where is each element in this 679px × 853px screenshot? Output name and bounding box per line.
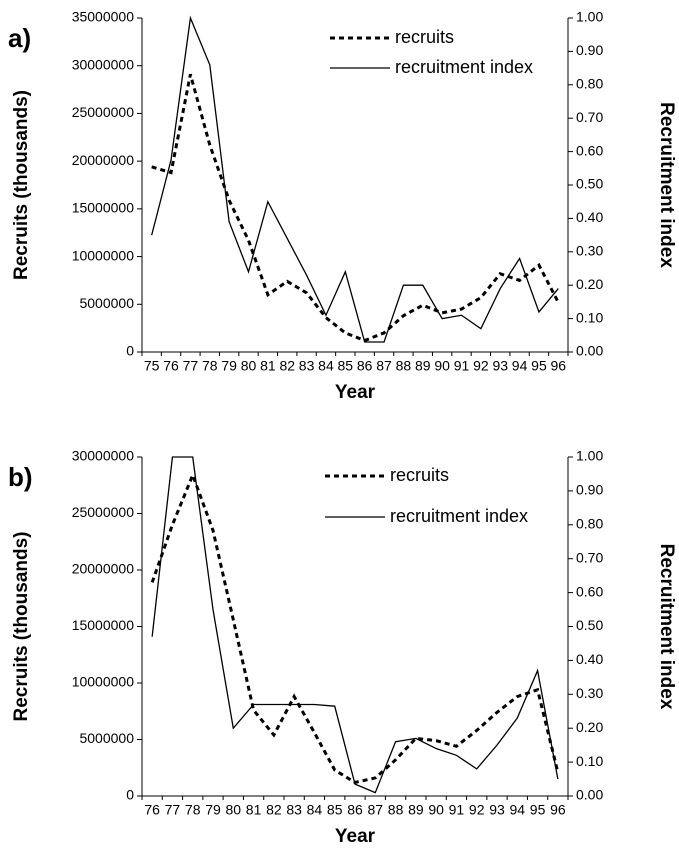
y2-tick-label: 0.80 — [576, 516, 603, 532]
x-axis-title: Year — [335, 382, 376, 403]
y2-tick-label: 0.20 — [576, 719, 603, 735]
x-tick-label: 75 — [144, 358, 160, 374]
x-tick-label: 91 — [449, 802, 465, 818]
y2-axis-title: Recruitment index — [656, 544, 677, 710]
series-line — [151, 15, 559, 343]
x-tick-label: 89 — [415, 358, 431, 374]
y-tick-label: 10000000 — [72, 674, 135, 690]
x-axis-title: Year — [335, 826, 376, 847]
x-tick-label: 76 — [163, 358, 179, 374]
y2-tick-label: 0.00 — [576, 343, 603, 359]
legend-label: recruitment index — [390, 506, 528, 526]
x-tick-label: 87 — [376, 358, 392, 374]
x-tick-label: 94 — [512, 358, 528, 374]
x-tick-label: 83 — [286, 802, 302, 818]
y2-tick-label: 0.30 — [576, 243, 603, 259]
y2-tick-label: 0.90 — [576, 482, 603, 498]
x-tick-label: 88 — [396, 358, 412, 374]
x-tick-label: 89 — [408, 802, 424, 818]
y-tick-label: 15000000 — [72, 617, 135, 633]
y2-tick-label: 0.50 — [576, 176, 603, 192]
x-tick-label: 86 — [347, 802, 363, 818]
y2-tick-label: 0.00 — [576, 787, 603, 803]
series-line — [151, 456, 559, 794]
x-tick-label: 83 — [299, 358, 315, 374]
y-tick-label: 5000000 — [79, 295, 134, 311]
panel-label: b) — [8, 462, 33, 492]
panel-label: a) — [8, 23, 31, 53]
y2-tick-label: 0.90 — [576, 42, 603, 58]
y2-tick-label: 1.00 — [576, 448, 603, 464]
x-tick-label: 81 — [260, 358, 276, 374]
x-tick-label: 93 — [492, 358, 508, 374]
y-tick-label: 0 — [126, 343, 134, 359]
x-tick-label: 95 — [530, 802, 546, 818]
x-tick-label: 88 — [388, 802, 404, 818]
y2-tick-label: 0.20 — [576, 276, 603, 292]
y-tick-label: 5000000 — [79, 730, 134, 746]
y2-tick-label: 0.10 — [576, 309, 603, 325]
x-tick-label: 84 — [307, 802, 323, 818]
y2-tick-label: 0.80 — [576, 76, 603, 92]
x-tick-label: 86 — [357, 358, 373, 374]
x-tick-label: 82 — [266, 802, 282, 818]
x-tick-label: 79 — [221, 358, 237, 374]
x-tick-label: 85 — [338, 358, 354, 374]
x-tick-label: 85 — [327, 802, 343, 818]
y2-tick-label: 0.70 — [576, 109, 603, 125]
legend-label: recruitment index — [395, 57, 533, 77]
x-tick-label: 92 — [473, 358, 489, 374]
x-tick-label: 92 — [469, 802, 485, 818]
y2-tick-label: 0.40 — [576, 209, 603, 225]
x-tick-label: 78 — [202, 358, 218, 374]
x-tick-label: 96 — [551, 358, 567, 374]
y-tick-label: 35000000 — [72, 9, 135, 25]
y2-tick-label: 0.30 — [576, 685, 603, 701]
y2-tick-label: 0.10 — [576, 753, 603, 769]
y-tick-label: 20000000 — [72, 561, 135, 577]
x-tick-label: 91 — [454, 358, 470, 374]
y2-tick-label: 0.70 — [576, 549, 603, 565]
x-tick-label: 81 — [246, 802, 262, 818]
y-tick-label: 20000000 — [72, 152, 135, 168]
x-tick-label: 77 — [165, 802, 181, 818]
y-tick-label: 30000000 — [72, 56, 135, 72]
legend-label: recruits — [395, 27, 454, 47]
y-tick-label: 15000000 — [72, 200, 135, 216]
y2-tick-label: 0.60 — [576, 142, 603, 158]
y2-tick-label: 0.40 — [576, 651, 603, 667]
x-tick-label: 82 — [279, 358, 295, 374]
x-tick-label: 90 — [434, 358, 450, 374]
y2-tick-label: 1.00 — [576, 9, 603, 25]
x-tick-label: 96 — [550, 802, 566, 818]
x-tick-label: 78 — [185, 802, 201, 818]
series-line — [151, 73, 560, 343]
x-tick-label: 87 — [367, 802, 383, 818]
legend-label: recruits — [390, 465, 449, 485]
x-tick-label: 76 — [144, 802, 160, 818]
x-tick-label: 80 — [225, 802, 241, 818]
y-tick-label: 25000000 — [72, 104, 135, 120]
x-tick-label: 77 — [183, 358, 199, 374]
x-tick-label: 95 — [531, 358, 547, 374]
x-tick-label: 94 — [509, 802, 525, 818]
y-axis-title: Recruits (thousands) — [11, 531, 32, 721]
y-tick-label: 10000000 — [72, 247, 135, 263]
y2-tick-label: 0.50 — [576, 617, 603, 633]
y-tick-label: 0 — [126, 787, 134, 803]
y-tick-label: 30000000 — [72, 448, 135, 464]
y2-axis-title: Recruitment index — [656, 102, 677, 268]
y2-tick-label: 0.60 — [576, 583, 603, 599]
x-tick-label: 90 — [428, 802, 444, 818]
x-tick-label: 79 — [205, 802, 221, 818]
x-tick-label: 80 — [241, 358, 257, 374]
x-tick-label: 93 — [489, 802, 505, 818]
y-axis-title: Recruits (thousands) — [11, 90, 32, 280]
y-tick-label: 25000000 — [72, 504, 135, 520]
x-tick-label: 84 — [318, 358, 334, 374]
